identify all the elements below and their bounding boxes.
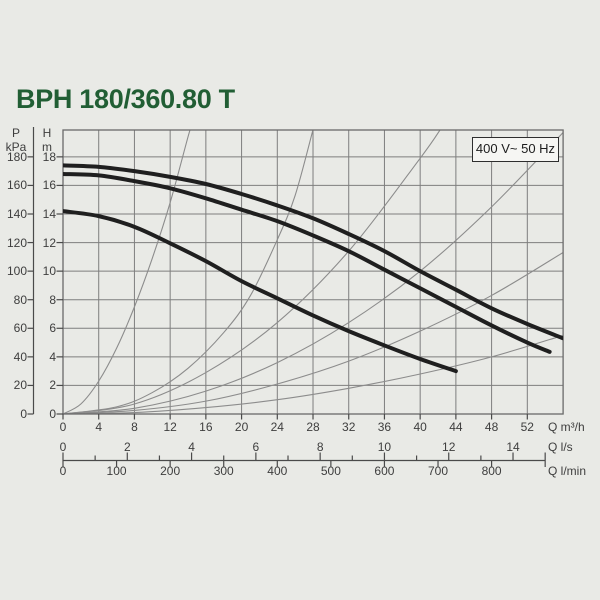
- q-m3h-tick-label: 52: [520, 420, 534, 434]
- system-curves: [63, 130, 564, 414]
- q-ls-tick-label: 4: [188, 440, 195, 454]
- system-curve-1: [63, 130, 191, 414]
- q-ls-tick-label: 0: [59, 440, 67, 454]
- p-tick-label: 100: [6, 264, 27, 279]
- pump-curve-speed-1: [63, 209, 458, 374]
- q-m3h-tick-label: 36: [377, 420, 392, 434]
- q-lmin-tick-label: 300: [213, 464, 234, 478]
- pump-curves: [63, 163, 564, 374]
- axis-ticks: [27, 127, 528, 420]
- p-tick-label: 60: [13, 321, 27, 336]
- head-axis-unit: m: [42, 140, 52, 154]
- h-tick-label: 10: [42, 264, 56, 279]
- q-lmin-tick-label: 100: [106, 464, 127, 478]
- q-lmin-tick-label: 600: [374, 464, 395, 478]
- h-tick-label: 14: [42, 207, 56, 221]
- q-lmin-tick-label: 700: [428, 464, 449, 478]
- q-m3h-tick-label: 16: [199, 420, 213, 434]
- q-ls-tick-label: 8: [316, 440, 324, 454]
- q-lmin-tick-label: 500: [320, 464, 341, 478]
- pump-curve-speed-2: [63, 172, 552, 354]
- q-m3h-tick-label: 0: [59, 420, 67, 434]
- h-tick-label: 8: [49, 292, 56, 307]
- system-curve-3: [63, 130, 441, 414]
- q-m3h-tick-label: 20: [234, 420, 249, 434]
- flow-unit-ls-label: Q l/s: [548, 440, 573, 454]
- q-lmin-tick-label: 0: [59, 464, 67, 478]
- q-m3h-tick-label: 24: [270, 420, 284, 434]
- q-m3h-tick-label: 44: [449, 420, 463, 434]
- p-tick-label: 40: [13, 349, 27, 364]
- p-tick-label: 20: [13, 378, 27, 393]
- q-m3h-tick-label: 4: [95, 420, 103, 434]
- h-tick-label: 16: [42, 178, 56, 193]
- pressure-axis-unit: kPa: [5, 140, 27, 154]
- q-m3h-tick-label: 8: [131, 420, 138, 434]
- p-tick-label: 120: [6, 235, 27, 250]
- q-ls-tick-label: 10: [377, 440, 392, 454]
- system-curve-5: [63, 252, 564, 414]
- p-tick-label: 80: [13, 292, 27, 307]
- system-curve-4: [63, 132, 564, 414]
- flow-ruler: [62, 452, 546, 467]
- q-m3h-tick-label: 28: [306, 420, 320, 434]
- q-m3h-tick-label: 48: [484, 420, 499, 434]
- h-tick-label: 18: [42, 149, 56, 164]
- q-m3h-tick-label: 40: [413, 420, 427, 434]
- flow-unit-lmin-label: Q l/min: [548, 464, 587, 478]
- pump-curve-speed-3-max: [63, 163, 564, 341]
- p-tick-label: 0: [20, 407, 27, 421]
- pressure-axis-symbol: P: [11, 126, 20, 140]
- q-ls-tick-label: 2: [123, 440, 131, 454]
- h-tick-label: 6: [49, 321, 56, 336]
- q-ls-tick-label: 14: [506, 440, 520, 454]
- q-m3h-tick-label: 32: [342, 420, 356, 434]
- q-ls-tick-label: 6: [252, 440, 260, 454]
- h-tick-label: 4: [49, 349, 56, 364]
- page-title: BPH 180/360.80 T: [16, 84, 235, 114]
- q-ls-tick-label: 12: [442, 440, 456, 454]
- p-tick-label: 160: [6, 178, 27, 193]
- h-tick-label: 0: [49, 407, 56, 421]
- q-lmin-tick-label: 400: [267, 464, 288, 478]
- system-curve-2: [63, 130, 314, 414]
- q-lmin-tick-label: 800: [481, 464, 502, 478]
- h-tick-label: 12: [42, 235, 56, 250]
- voltage-badge: 400 V~ 50 Hz: [472, 137, 559, 162]
- p-tick-label: 140: [6, 207, 27, 221]
- h-tick-label: 2: [49, 378, 56, 393]
- p-tick-label: 180: [6, 149, 27, 164]
- head-axis-symbol: H: [42, 126, 52, 140]
- flow-unit-m3h-label: Q m³/h: [548, 420, 585, 434]
- system-curve-6: [63, 334, 564, 414]
- q-m3h-tick-label: 12: [163, 420, 177, 434]
- q-lmin-tick-label: 200: [160, 464, 181, 478]
